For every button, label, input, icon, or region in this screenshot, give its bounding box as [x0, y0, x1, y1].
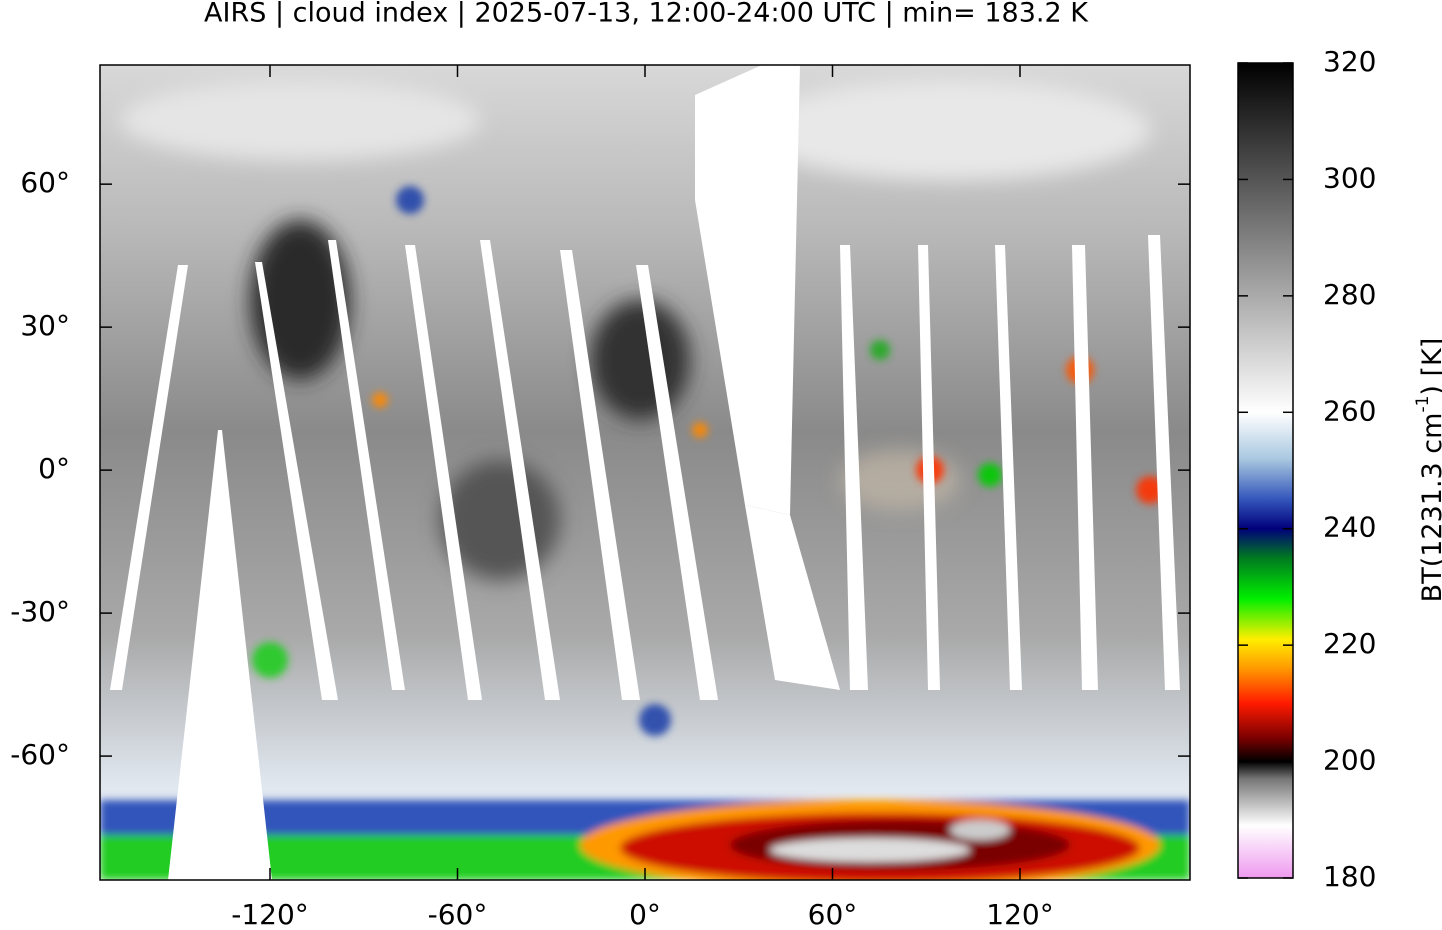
colorbar-label-text: BT(1231.3 cm — [1417, 413, 1442, 603]
colorbar-label-suffix: ) [K] — [1417, 338, 1442, 396]
colorbar-tick-label: 260 — [1323, 394, 1376, 427]
colorbar-tick-label: 220 — [1323, 627, 1376, 660]
x-tick-label: 60° — [808, 898, 858, 930]
y-tick-label: 30° — [20, 309, 70, 342]
colorbar-tick-label: 320 — [1323, 45, 1376, 78]
y-tick-label: 60° — [20, 166, 70, 199]
colorbar-label: BT(1231.3 cm-1) [K] — [1413, 338, 1442, 603]
colorbar-tick-label: 180 — [1323, 860, 1376, 893]
x-tick-label: -120° — [231, 898, 309, 930]
x-tick-label: 120° — [986, 898, 1053, 930]
colorbar-label-superscript: -1 — [1413, 396, 1433, 413]
colorbar-tick-label: 240 — [1323, 511, 1376, 544]
x-tick-label: 0° — [629, 898, 661, 930]
y-tick-label: -60° — [10, 738, 70, 771]
y-tick-label: -30° — [10, 595, 70, 628]
x-tick-label: -60° — [428, 898, 488, 930]
colorbar-tick-label: 280 — [1323, 278, 1376, 311]
colorbar-tick-label: 200 — [1323, 744, 1376, 777]
chart-title: AIRS | cloud index | 2025-07-13, 12:00-2… — [204, 0, 1089, 29]
y-tick-label: 0° — [38, 452, 70, 485]
colorbar — [1237, 62, 1294, 879]
colorbar-tick-label: 300 — [1323, 161, 1376, 194]
map-image — [100, 65, 1190, 880]
